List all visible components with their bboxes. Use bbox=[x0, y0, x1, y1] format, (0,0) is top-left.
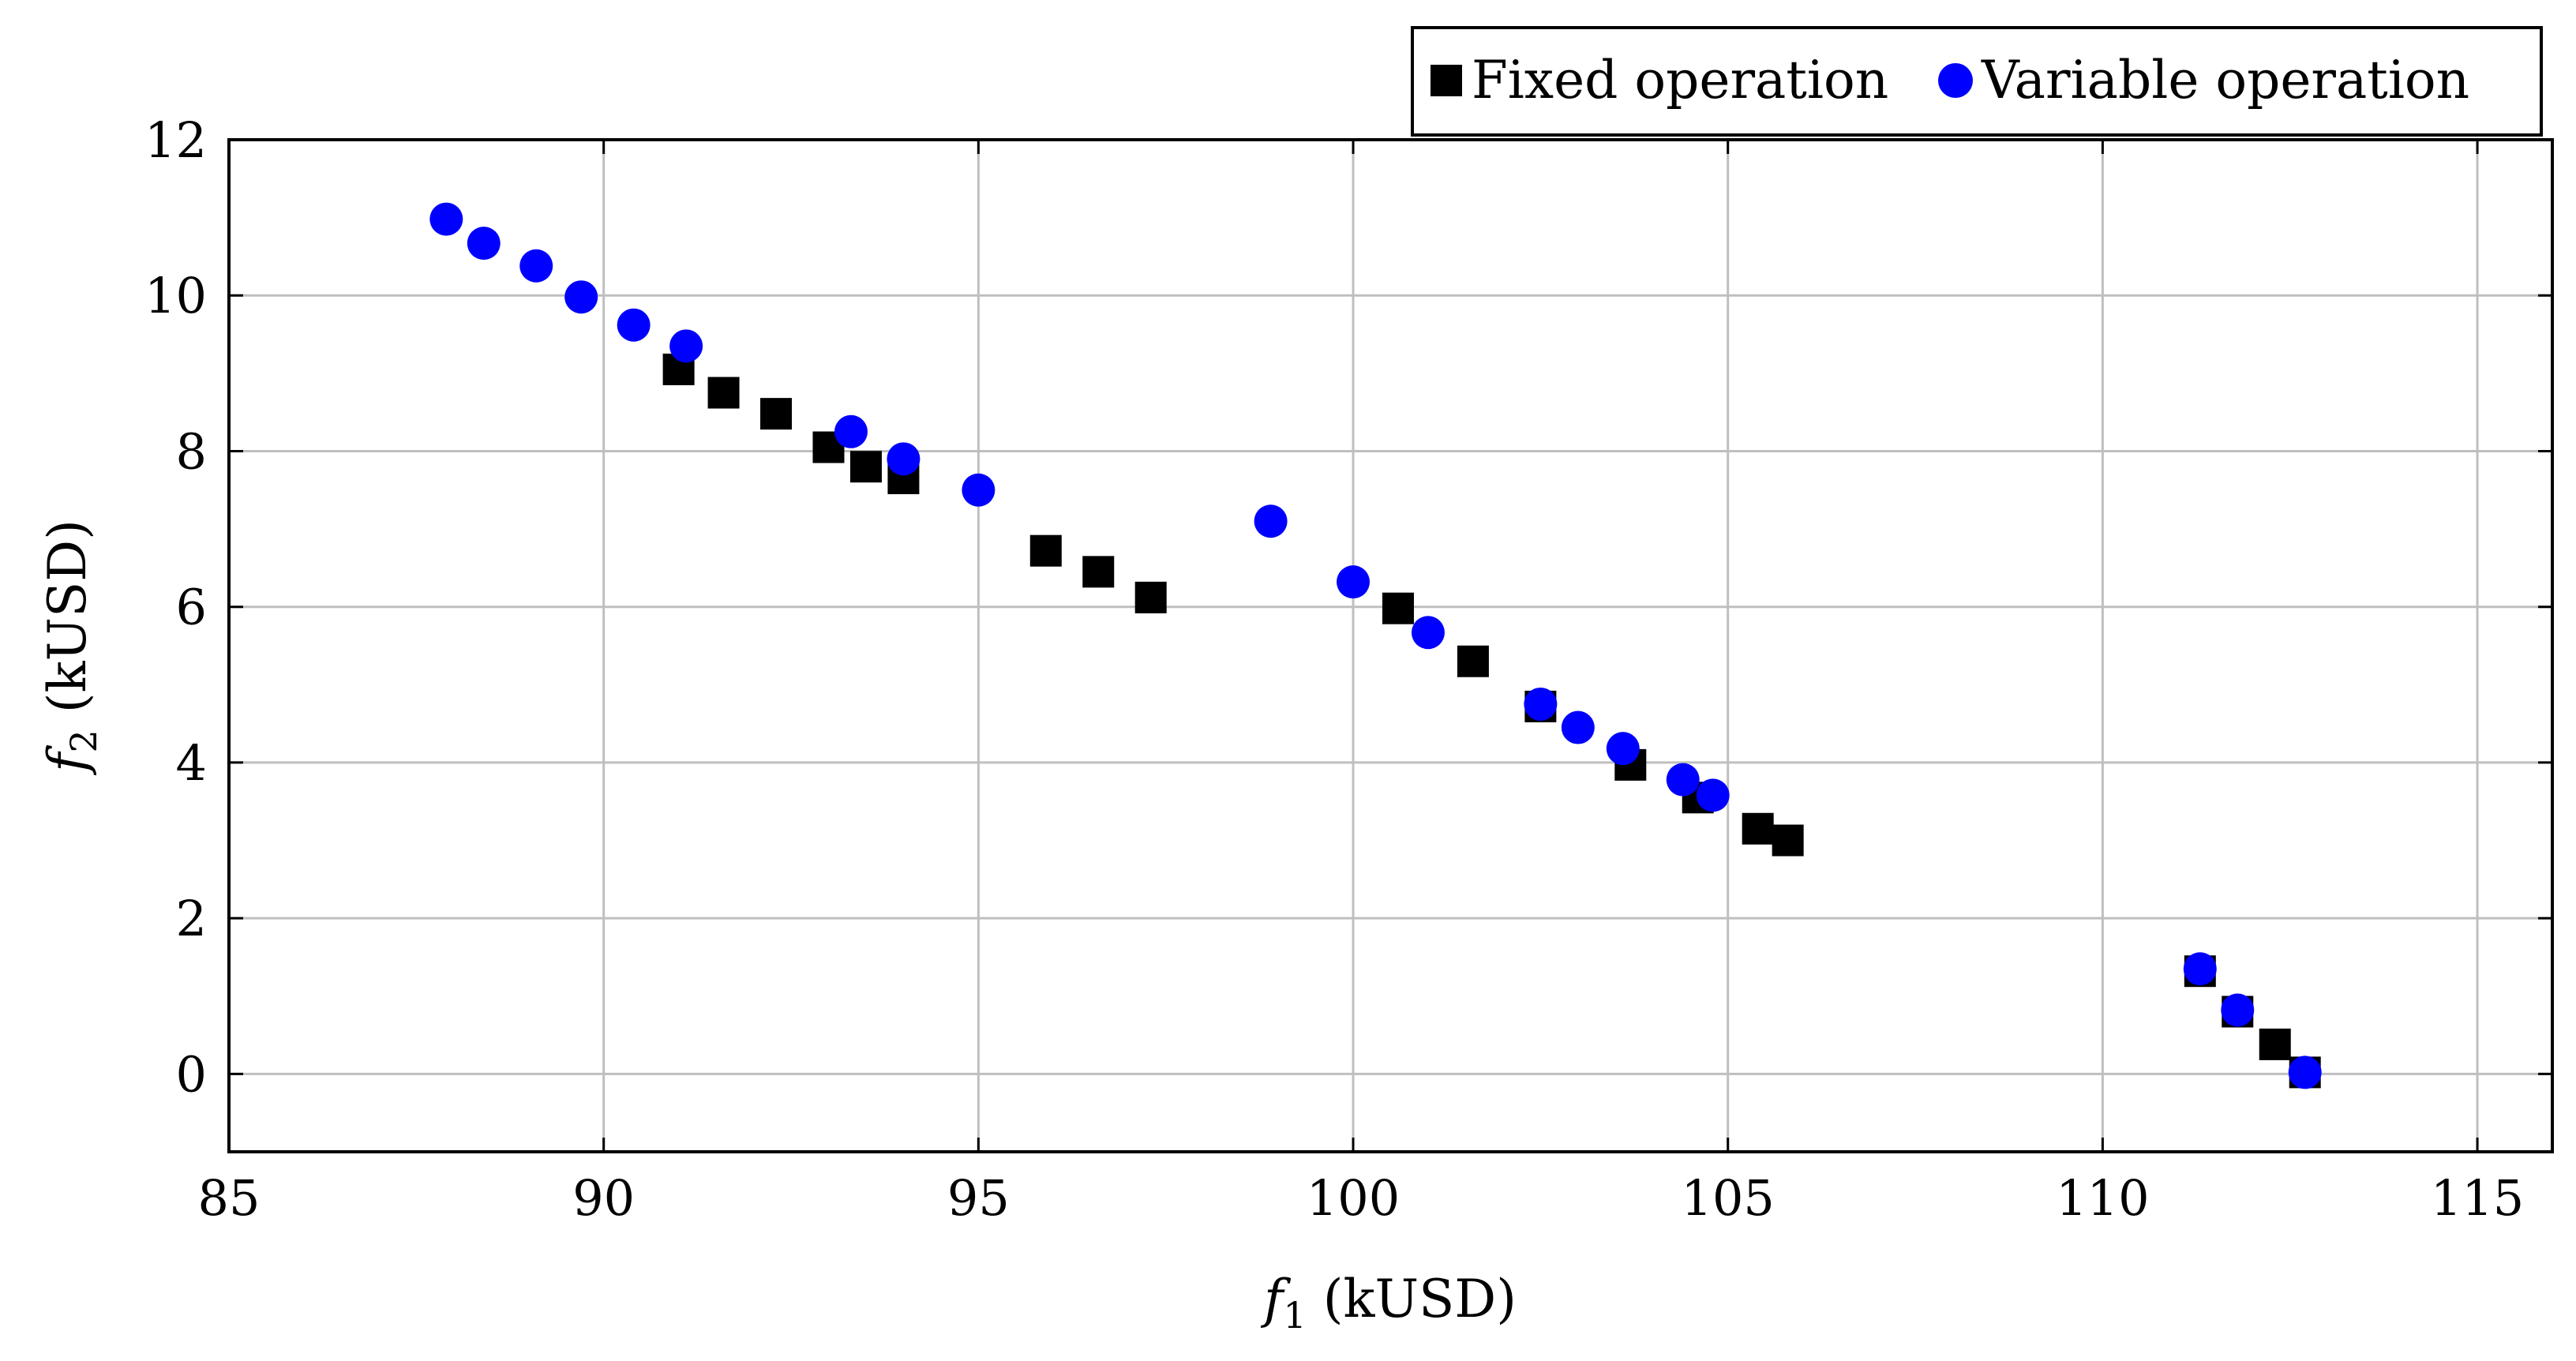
fixed-operation-point bbox=[1134, 581, 1167, 613]
variable-operation-point bbox=[1337, 565, 1370, 599]
fixed-operation-point bbox=[1772, 824, 1804, 857]
variable-operation-point bbox=[1524, 687, 1558, 721]
series-variable-operation bbox=[429, 202, 2322, 1089]
plot-frame bbox=[227, 138, 2554, 1153]
svg-text:f1 (kUSD): f1 (kUSD) bbox=[1260, 1269, 1517, 1337]
y-tick-label: 4 bbox=[176, 734, 207, 792]
legend-box bbox=[1411, 26, 2543, 137]
legend-label-fixed: Fixed operation bbox=[1472, 50, 1888, 111]
axis-tick-labels: 85 90 95 100 105 110 115 0 2 4 6 8 10 12 bbox=[144, 111, 2524, 1227]
variable-operation-point bbox=[1254, 504, 1288, 538]
variable-operation-point bbox=[519, 249, 553, 283]
fixed-operation-point bbox=[2259, 1028, 2291, 1060]
axis-ticks bbox=[227, 138, 2552, 1152]
legend-marker-fixed bbox=[1430, 65, 1462, 96]
x-axis-label: f1 (kUSD) bbox=[1260, 1269, 1517, 1337]
variable-operation-point bbox=[2183, 952, 2217, 986]
variable-operation-point bbox=[1666, 763, 1700, 797]
fixed-operation-point bbox=[1457, 645, 1489, 677]
y-tick-label: 6 bbox=[176, 579, 207, 636]
variable-operation-point bbox=[1411, 616, 1445, 650]
y-axis-label-subscript: 2 bbox=[62, 729, 105, 752]
legend-label-variable: Variable operation bbox=[1981, 50, 2469, 111]
x-tick-label: 95 bbox=[947, 1169, 1010, 1227]
variable-operation-point bbox=[467, 227, 501, 261]
variable-operation-point bbox=[1696, 778, 1730, 812]
fixed-operation-point bbox=[760, 398, 793, 430]
fixed-operation-point bbox=[1742, 812, 1774, 845]
fixed-operation-point bbox=[707, 377, 740, 409]
x-tick-label: 90 bbox=[572, 1169, 635, 1227]
legend: Fixed operation Variable operation bbox=[1411, 26, 2543, 137]
x-tick-label: 105 bbox=[1682, 1169, 1775, 1227]
fixed-operation-point bbox=[1082, 556, 1115, 588]
fixed-operation-point bbox=[1382, 592, 1414, 624]
variable-operation-point bbox=[834, 414, 868, 448]
x-tick-label: 110 bbox=[2056, 1169, 2149, 1227]
variable-operation-point bbox=[669, 329, 703, 363]
variable-operation-point bbox=[617, 308, 651, 342]
y-tick-label: 10 bbox=[144, 267, 207, 324]
y-tick-label: 12 bbox=[144, 111, 207, 169]
variable-operation-point bbox=[1561, 710, 1595, 744]
x-tick-label: 115 bbox=[2431, 1169, 2524, 1227]
variable-operation-point bbox=[1606, 732, 1640, 766]
y-tick-label: 2 bbox=[176, 890, 207, 947]
x-axis-label-unit: (kUSD) bbox=[1307, 1269, 1517, 1329]
y-axis-label-unit: (kUSD) bbox=[37, 519, 98, 729]
y-tick-label: 0 bbox=[176, 1045, 207, 1103]
x-tick-label: 100 bbox=[1307, 1169, 1400, 1227]
y-tick-label: 8 bbox=[176, 422, 207, 480]
variable-operation-point bbox=[2288, 1055, 2322, 1089]
variable-operation-point bbox=[887, 442, 921, 476]
svg-text:f2 (kUSD): f2 (kUSD) bbox=[37, 519, 105, 776]
fixed-operation-point bbox=[849, 451, 882, 483]
x-axis-label-subscript: 1 bbox=[1283, 1294, 1306, 1337]
legend-marker-variable bbox=[1938, 63, 1973, 98]
x-tick-label: 85 bbox=[198, 1169, 261, 1227]
variable-operation-point bbox=[564, 280, 598, 314]
variable-operation-point bbox=[962, 473, 996, 507]
fixed-operation-point bbox=[1029, 534, 1062, 567]
data-points bbox=[429, 202, 2322, 1089]
variable-operation-point bbox=[429, 202, 463, 236]
variable-operation-point bbox=[2221, 993, 2255, 1027]
y-axis-label: f2 (kUSD) bbox=[37, 519, 105, 776]
